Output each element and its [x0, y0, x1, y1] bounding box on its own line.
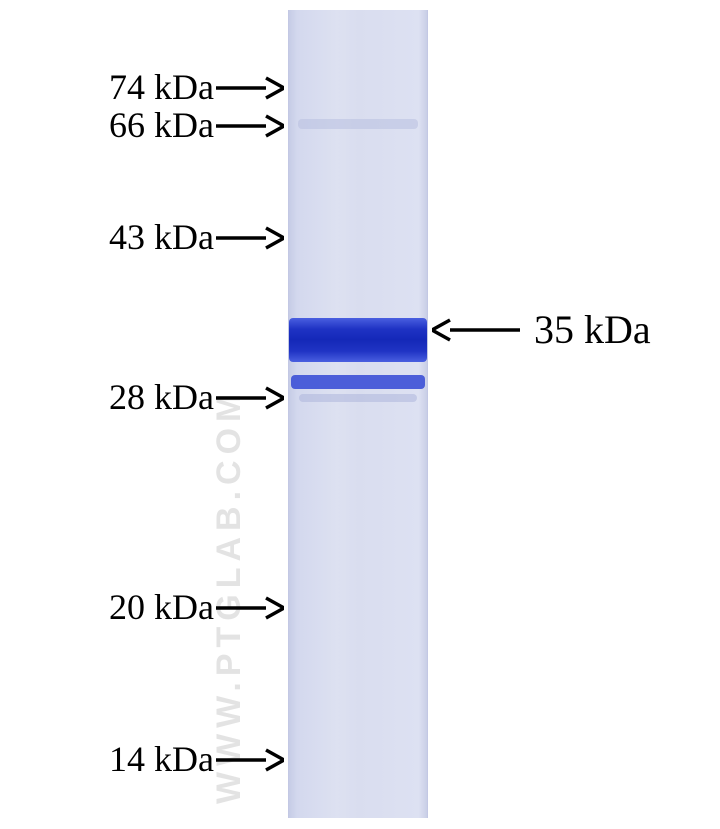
marker-label-74kDa: 74 kDa — [109, 66, 214, 108]
marker-arrow-35kDa — [432, 318, 520, 342]
marker-arrow-66kDa — [216, 114, 284, 138]
watermark-text: WWW.PTGLAB.COM — [210, 74, 249, 804]
gel-figure-canvas: { "figure": { "width_px": 720, "height_p… — [0, 0, 720, 829]
marker-arrow-20kDa — [216, 596, 284, 620]
marker-label-66kDa: 66 kDa — [109, 104, 214, 146]
band-main-band-35kDa — [289, 318, 426, 362]
marker-label-35kDa: 35 kDa — [534, 306, 651, 353]
marker-label-28kDa: 28 kDa — [109, 376, 214, 418]
marker-label-43kDa: 43 kDa — [109, 216, 214, 258]
marker-label-14kDa: 14 kDa — [109, 738, 214, 780]
marker-label-20kDa: 20 kDa — [109, 586, 214, 628]
band-ladder-28kDa — [299, 394, 417, 402]
band-sub-band-below-main — [291, 375, 425, 389]
marker-arrow-28kDa — [216, 386, 284, 410]
marker-arrow-74kDa — [216, 76, 284, 100]
marker-arrow-43kDa — [216, 226, 284, 250]
gel-lane — [288, 10, 428, 818]
marker-arrow-14kDa — [216, 748, 284, 772]
band-ladder-66kDa — [298, 119, 418, 129]
